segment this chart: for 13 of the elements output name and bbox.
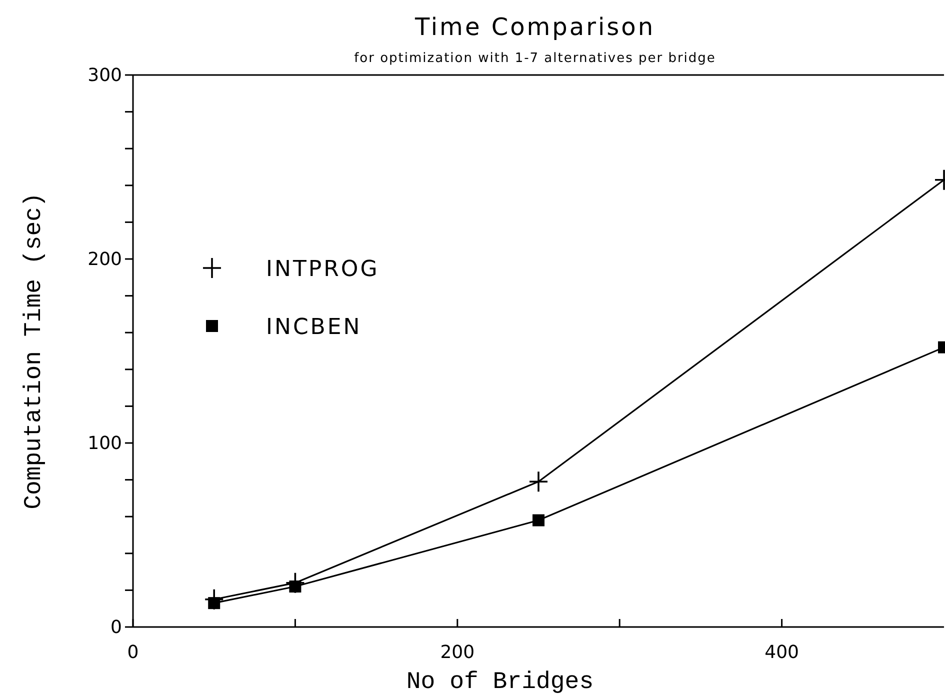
- chart-title: Time Comparison: [414, 13, 656, 41]
- x-tick-label: 0: [127, 642, 139, 663]
- legend-label: INTPROG: [266, 257, 380, 282]
- x-axis-title: No of Bridges: [406, 669, 594, 696]
- y-tick-label: 0: [110, 616, 122, 638]
- x-tick-label: 200: [440, 642, 475, 663]
- y-tick-label: 200: [88, 248, 122, 270]
- chart-subtitle: for optimization with 1-7 alternatives per bridge: [354, 51, 716, 66]
- y-tick-label: 100: [88, 432, 122, 454]
- x-tick-label: 400: [764, 642, 799, 663]
- y-axis-title: Computation Time (sec): [21, 192, 48, 510]
- y-tick-label: 300: [88, 64, 122, 86]
- legend-label: INCBEN: [266, 315, 362, 340]
